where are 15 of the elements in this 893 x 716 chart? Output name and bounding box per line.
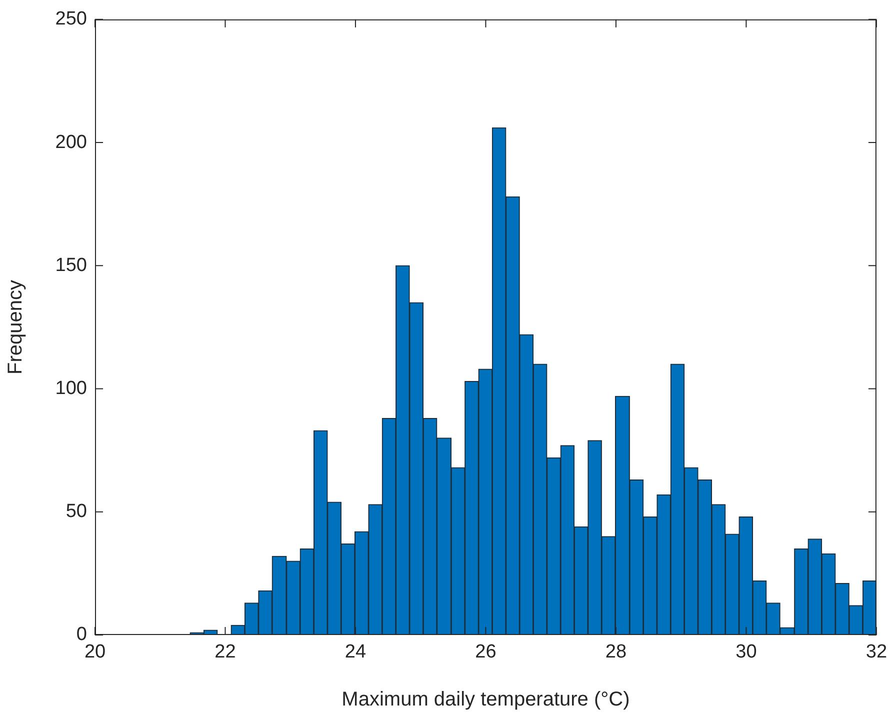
y-tick-label: 0 [76,624,87,646]
y-tick-label: 150 [55,254,87,276]
x-tick-label: 32 [866,642,888,663]
y-tick-label: 200 [55,132,87,153]
x-tick-label: 26 [475,642,496,663]
x-tick-label: 28 [605,642,627,663]
y-tick-label: 100 [55,378,87,399]
y-tick-label: 250 [55,8,87,30]
x-tick-label: 24 [344,642,366,663]
x-tick-label: 22 [214,642,236,663]
y-tick-label: 50 [66,501,87,522]
x-axis-title: Maximum daily temperature (°C) [342,688,630,711]
x-tick-label: 20 [84,642,106,663]
y-axis-title: Frequency [4,280,27,374]
x-tick-label: 30 [736,642,757,663]
